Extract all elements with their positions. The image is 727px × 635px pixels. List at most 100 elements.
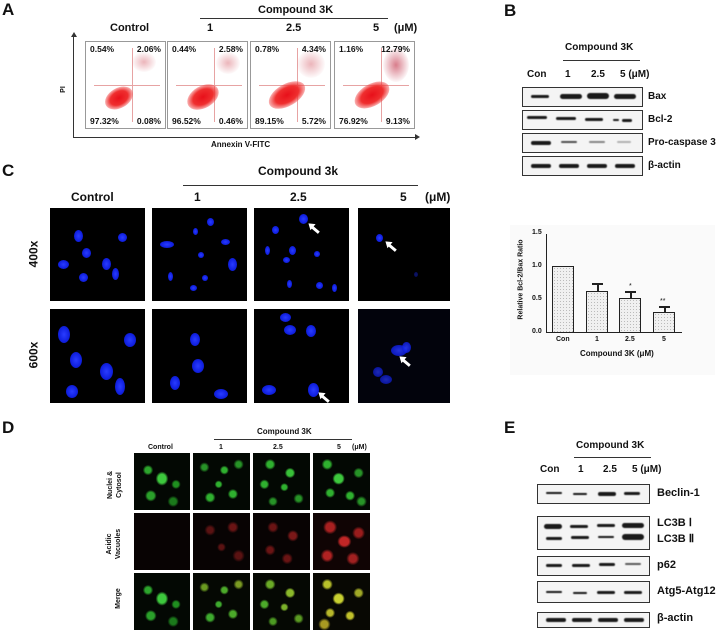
band xyxy=(624,492,640,495)
panel-e-lane-5: 5 (μM) xyxy=(632,464,662,475)
chart-xtick-1: 1 xyxy=(595,336,599,343)
panel-c-label: C xyxy=(2,161,15,180)
panel-d-col-5: 5 xyxy=(337,444,341,451)
protein-beclin-1: Beclin-1 xyxy=(657,487,700,499)
protein-p62: p62 xyxy=(657,559,676,571)
band xyxy=(614,94,636,99)
protein-pro-caspase-3: Pro-caspase 3 xyxy=(648,137,716,148)
chart-bar-5 xyxy=(653,312,675,333)
chart-x-label: Compound 3K (μM) xyxy=(580,349,654,358)
protein-bcl2: Bcl-2 xyxy=(648,114,673,125)
chart-xtick-5: 5 xyxy=(662,336,666,343)
nucleus xyxy=(190,333,200,346)
dapi-600x-5um xyxy=(358,309,450,403)
quadrant-ul: 1.16% xyxy=(339,44,364,54)
band xyxy=(613,119,619,121)
band xyxy=(546,537,562,540)
panel-a-y-axis xyxy=(73,35,74,138)
quadrant-ur: 4.34% xyxy=(301,44,326,54)
nucleus xyxy=(332,284,337,292)
blot-beta-actin-e xyxy=(537,612,650,628)
nucleus xyxy=(102,258,111,270)
blot-p62 xyxy=(537,556,650,576)
panel-b-lane-con: Con xyxy=(527,69,547,80)
quadrant-ll: 89.15% xyxy=(255,116,284,126)
nucleus xyxy=(207,218,214,226)
panel-a-x-axis xyxy=(73,137,418,138)
blot-pro-caspase-3 xyxy=(522,133,643,153)
nucleus xyxy=(373,367,383,377)
chart-errcap-5 xyxy=(659,306,670,308)
arrow-icon xyxy=(401,358,411,367)
protein-atg5-atg12: Atg5-Atg12 xyxy=(657,585,716,597)
quadrant-lr: 9.13% xyxy=(385,116,410,126)
band xyxy=(531,141,551,145)
nucleus xyxy=(115,378,125,395)
nucleus xyxy=(299,214,308,224)
panel-c-col-5: 5 xyxy=(400,190,407,204)
nucleus xyxy=(414,272,418,277)
band xyxy=(546,618,566,622)
chart-x-axis xyxy=(546,332,682,333)
arrow-icon xyxy=(387,243,397,252)
ao-green-control xyxy=(134,453,190,510)
nucleus xyxy=(314,251,320,257)
panel-a-col-1: 1 xyxy=(207,22,214,34)
band xyxy=(598,618,618,622)
bcl2-bax-chart xyxy=(510,225,715,375)
chart-bar-1 xyxy=(586,291,608,333)
chart-bar-2-5 xyxy=(619,298,641,333)
dapi-400x-1um xyxy=(152,208,247,301)
band xyxy=(572,564,590,567)
panel-a-y-label: PI xyxy=(59,86,67,93)
panel-c-col-control: Control xyxy=(71,190,114,204)
scatter-cloud xyxy=(350,75,394,115)
band xyxy=(571,536,589,539)
nucleus xyxy=(380,375,392,384)
y-axis-arrow-icon xyxy=(71,32,77,37)
nucleus xyxy=(193,228,198,235)
band xyxy=(625,563,641,565)
panel-e-compound-label: Compound 3K xyxy=(576,440,645,451)
nucleus xyxy=(402,342,411,353)
nucleus xyxy=(280,313,291,322)
scatter-spray xyxy=(383,48,409,82)
chart-err-1 xyxy=(597,283,599,291)
panel-b-label: B xyxy=(504,1,517,20)
chart-err-5 xyxy=(664,306,666,312)
quadrant-ur: 2.06% xyxy=(136,44,161,54)
nucleus xyxy=(202,275,208,281)
panel-c-compound-bar xyxy=(183,185,418,186)
ao-merge-1um xyxy=(193,573,250,630)
band xyxy=(559,164,579,168)
band xyxy=(622,119,632,122)
panel-b-lane-2-5: 2.5 xyxy=(591,69,605,80)
chart-errcap-2-5 xyxy=(625,291,636,293)
panel-c-row-400x: 400x xyxy=(26,240,41,268)
band xyxy=(598,536,614,538)
ao-green-2-5um xyxy=(253,453,310,510)
nucleus xyxy=(58,260,69,269)
blot-bcl2 xyxy=(522,110,643,130)
panel-a-compound-label: Compound 3K xyxy=(258,4,334,16)
panel-e-lane-2-5: 2.5 xyxy=(603,464,617,475)
panel-d-col-control: Control xyxy=(148,444,173,451)
quadrant-gate-horizontal xyxy=(94,85,160,86)
band xyxy=(546,564,562,567)
panel-a-compound-bar xyxy=(200,18,388,19)
nucleus xyxy=(283,257,290,263)
band xyxy=(617,141,631,143)
blot-beta-actin xyxy=(522,156,643,176)
nucleus xyxy=(265,246,270,255)
dapi-400x-5um xyxy=(358,208,450,301)
nucleus xyxy=(118,233,127,242)
panel-d-row-acidic-vacuoles: Acidic Vacuoles xyxy=(105,529,123,559)
dapi-400x-control xyxy=(50,208,145,301)
band xyxy=(624,591,642,594)
quadrant-lr: 5.72% xyxy=(301,116,326,126)
nucleus xyxy=(306,325,316,337)
chart-y-label: Relative Bcl-2/Bax Ratio xyxy=(517,239,525,320)
nucleus xyxy=(70,352,82,368)
nucleus xyxy=(289,246,296,255)
ao-green-5um xyxy=(313,453,370,510)
